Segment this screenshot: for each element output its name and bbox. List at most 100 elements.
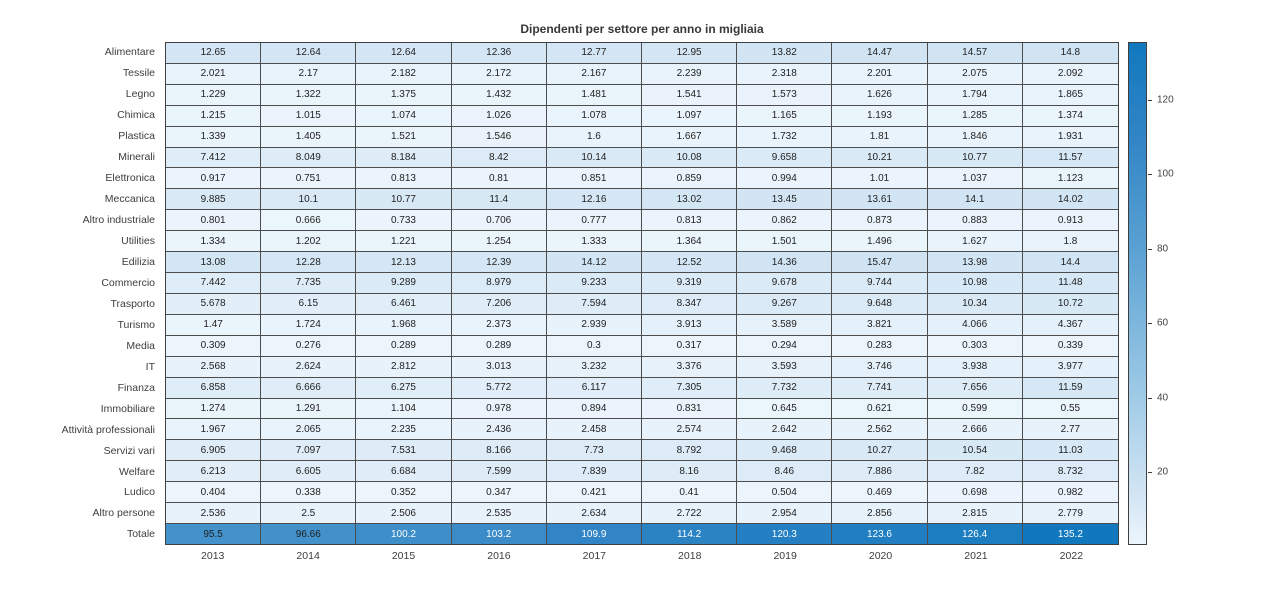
heatmap-cell: 2.574	[641, 419, 738, 441]
y-axis-label: Edilizia	[121, 256, 155, 268]
heatmap-cell: 1.215	[166, 105, 262, 127]
heatmap-cell: 4.066	[927, 314, 1023, 336]
x-axis-labels: 2013 2014 2015 2016 2017 2018 2019 2020 2021 2022	[165, 550, 1119, 565]
heatmap-cell: 1.432	[451, 84, 547, 106]
heatmap-cell: 0.813	[356, 168, 452, 190]
heatmap-cell: 10.14	[546, 147, 642, 169]
heatmap-cell: 2.506	[356, 503, 452, 525]
colorbar-tick	[1148, 174, 1152, 176]
heatmap-cell: 6.605	[261, 461, 357, 483]
heatmap-cell: 14.02	[1022, 189, 1118, 211]
heatmap-cell: 103.2	[451, 524, 547, 544]
heatmap-cell: 3.821	[832, 314, 928, 336]
heatmap-cell: 7.839	[546, 461, 642, 483]
heatmap-cell: 1.015	[261, 105, 357, 127]
heatmap-cell: 0.303	[927, 335, 1023, 357]
heatmap-cell: 2.458	[546, 419, 642, 441]
heatmap-cell: 7.656	[927, 377, 1023, 399]
x-axis-label: 2020	[868, 550, 893, 562]
heatmap-cell: 8.732	[1022, 461, 1118, 483]
heatmap-cell: 10.77	[927, 147, 1023, 169]
heatmap-cell: 2.779	[1022, 503, 1118, 525]
heatmap-cell: 0.994	[737, 168, 833, 190]
heatmap-cell: 126.4	[927, 524, 1023, 544]
heatmap-cell: 6.684	[356, 461, 452, 483]
heatmap-cell: 9.267	[737, 293, 833, 315]
heatmap-cell: 6.15	[261, 293, 357, 315]
heatmap-cell: 14.1	[927, 189, 1023, 211]
heatmap-cell: 0.733	[356, 210, 452, 232]
heatmap-cell: 1.8	[1022, 231, 1118, 253]
y-axis-label: Altro industriale	[82, 214, 155, 227]
heatmap-cell: 5.772	[451, 377, 547, 399]
heatmap-cell: 0.469	[832, 482, 928, 504]
y-axis-label: Commercio	[101, 276, 155, 289]
heatmap-cell: 2.535	[451, 503, 547, 525]
heatmap-cell: 0.859	[641, 168, 738, 190]
heatmap-cell: 1.521	[356, 126, 452, 148]
heatmap-cell: 2.634	[546, 503, 642, 525]
heatmap-cell: 9.289	[356, 273, 452, 294]
heatmap-cell: 1.496	[832, 231, 928, 253]
heatmap-cell: 1.81	[832, 126, 928, 148]
heatmap-cell: 0.801	[166, 210, 262, 232]
colorbar-tick	[1148, 99, 1152, 101]
chart-title: Dipendenti per settore per anno in migli…	[520, 22, 764, 36]
heatmap-cell: 8.979	[451, 273, 547, 294]
heatmap-cell: 10.72	[1022, 293, 1118, 315]
y-axis-label: Utilities	[121, 235, 155, 248]
heatmap-cell: 13.02	[641, 189, 738, 211]
y-axis-label: Totale	[126, 528, 155, 541]
heatmap-cell: 0.421	[546, 482, 642, 504]
heatmap-cell: 1.104	[356, 398, 452, 420]
heatmap-cell: 6.275	[356, 377, 452, 399]
heatmap-cell: 7.73	[546, 440, 642, 462]
heatmap-cell: 8.166	[451, 440, 547, 462]
heatmap-cell: 7.442	[166, 273, 262, 294]
heatmap-cell: 2.17	[261, 63, 357, 85]
heatmap-cell: 8.42	[451, 147, 547, 169]
heatmap-cell: 1.47	[166, 314, 262, 336]
heatmap-cell: 10.77	[356, 189, 452, 211]
heatmap-cell: 1.724	[261, 314, 357, 336]
heatmap-cell: 0.309	[166, 335, 262, 357]
heatmap-cell: 1.732	[737, 126, 833, 148]
heatmap-cell: 0.666	[261, 210, 357, 232]
heatmap-cell: 2.182	[356, 63, 452, 85]
y-axis-label: Ludico	[124, 486, 155, 499]
heatmap-cell: 1.078	[546, 105, 642, 127]
heatmap-cell: 2.856	[832, 503, 928, 525]
heatmap-cell: 1.254	[451, 231, 547, 253]
heatmap-cell: 13.61	[832, 189, 928, 211]
heatmap-cell: 1.541	[641, 84, 738, 106]
heatmap-cell: 7.735	[261, 273, 357, 294]
colorbar-tick-label: 120	[1157, 94, 1174, 106]
heatmap-cell: 13.45	[737, 189, 833, 211]
heatmap-cell: 11.4	[451, 189, 547, 211]
heatmap-cell: 0.3	[546, 335, 642, 357]
heatmap-cell: 0.698	[927, 482, 1023, 504]
heatmap-cell: 1.846	[927, 126, 1023, 148]
heatmap-cell: 11.59	[1022, 377, 1118, 399]
heatmap-cell: 0.982	[1022, 482, 1118, 504]
heatmap-cell: 2.562	[832, 419, 928, 441]
heatmap-cell: 14.57	[927, 43, 1023, 64]
heatmap-cell: 0.813	[641, 210, 738, 232]
heatmap-cell: 12.64	[261, 43, 357, 64]
y-axis-label: Minerali	[118, 151, 155, 164]
x-axis-label: 2022	[1059, 550, 1084, 562]
heatmap-cell: 8.16	[641, 461, 738, 483]
colorbar-tick	[1148, 248, 1152, 250]
heatmap-cell: 1.339	[166, 126, 262, 148]
heatmap-cell: 10.54	[927, 440, 1023, 462]
heatmap-cell: 1.546	[451, 126, 547, 148]
heatmap-cell: 7.886	[832, 461, 928, 483]
heatmap-cell: 6.858	[166, 377, 262, 399]
heatmap-cell: 1.274	[166, 398, 262, 420]
heatmap-cell: 9.468	[737, 440, 833, 462]
heatmap-cell: 3.013	[451, 356, 547, 378]
heatmap-cell: 10.1	[261, 189, 357, 211]
heatmap-cell: 2.624	[261, 356, 357, 378]
x-axis-label: 2018	[678, 550, 702, 562]
